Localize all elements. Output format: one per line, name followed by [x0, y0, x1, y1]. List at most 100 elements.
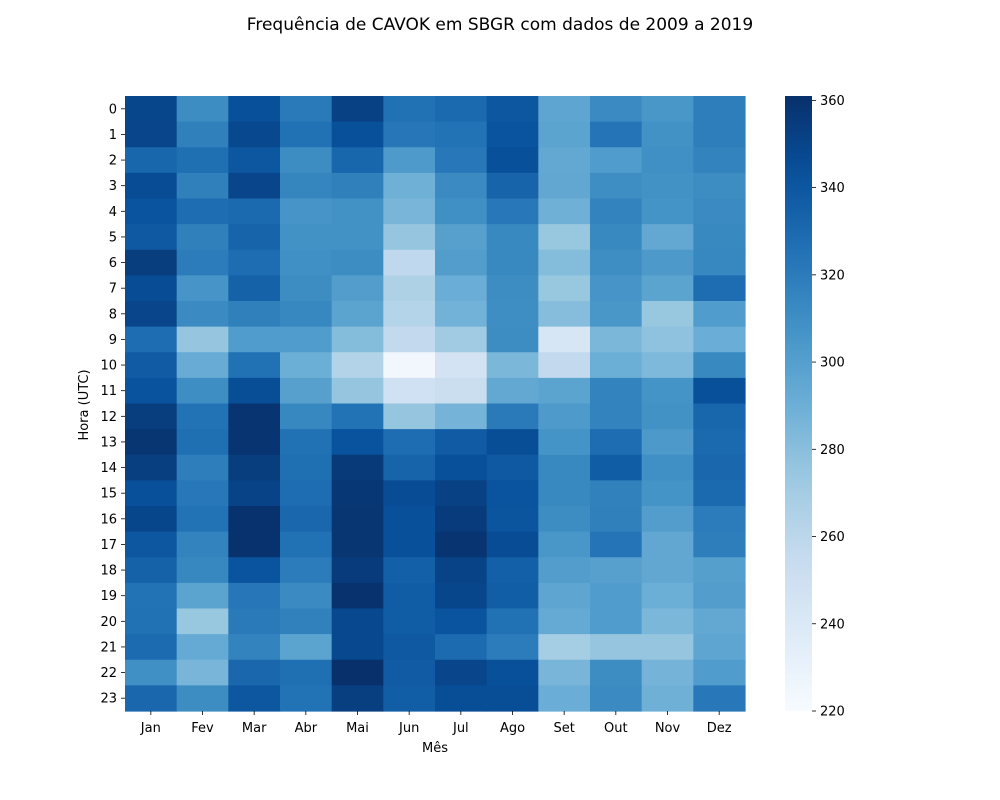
- heatmap-cell: [176, 352, 229, 379]
- heatmap-cell: [641, 275, 694, 302]
- heatmap-cell: [435, 121, 488, 148]
- heatmap-cell: [228, 506, 281, 533]
- heatmap-cell: [228, 224, 281, 251]
- heatmap-cell: [280, 403, 333, 430]
- heatmap-cell: [435, 582, 488, 610]
- heatmap-cell: [590, 224, 643, 251]
- heatmap-cell: [228, 454, 281, 481]
- heatmap-cell: [331, 659, 384, 686]
- heatmap-cell: [280, 608, 333, 635]
- heatmap-cell: [176, 249, 229, 276]
- heatmap-cell: [590, 301, 643, 328]
- x-tick-label: Nov: [655, 721, 681, 736]
- colorbar-tick-label: 320: [820, 268, 845, 283]
- heatmap-cell: [280, 582, 333, 610]
- heatmap-cell: [228, 249, 281, 276]
- heatmap-cell: [176, 531, 229, 558]
- heatmap-cell: [280, 659, 333, 686]
- heatmap-cell: [331, 121, 384, 148]
- heatmap-cell: [331, 557, 384, 584]
- heatmap-cell: [538, 198, 591, 225]
- heatmap-cell: [228, 582, 281, 610]
- colorbar-tick-label: 220: [820, 705, 845, 720]
- heatmap-cell: [435, 454, 488, 481]
- heatmap-cell: [641, 685, 694, 712]
- heatmap-cell: [125, 634, 178, 661]
- heatmap-cell: [125, 224, 178, 251]
- heatmap-cell: [641, 506, 694, 533]
- y-tick-label: 14: [100, 461, 117, 476]
- heatmap-cell: [383, 685, 436, 712]
- heatmap-cell: [641, 608, 694, 635]
- heatmap-cell: [538, 454, 591, 481]
- y-tick-label: 4: [109, 205, 117, 220]
- heatmap-cell: [590, 198, 643, 225]
- heatmap-cell: [693, 377, 746, 405]
- heatmap-cell: [280, 480, 333, 507]
- colorbar-tick-labels: 220 240 260 280 300 320 340 360: [812, 94, 845, 720]
- heatmap-cell: [383, 326, 436, 353]
- heatmap-cell: [383, 634, 436, 661]
- heatmap-cell: [693, 224, 746, 251]
- heatmap-cell: [228, 326, 281, 353]
- heatmap-cell: [176, 275, 229, 302]
- heatmap-cell: [641, 147, 694, 174]
- y-tick-label: 2: [109, 154, 117, 169]
- heatmap-cell: [538, 659, 591, 686]
- heatmap-cell: [435, 352, 488, 379]
- heatmap-cell: [538, 377, 591, 405]
- heatmap-cell: [176, 480, 229, 507]
- heatmap-cell: [228, 377, 281, 405]
- x-tick-label: Mai: [346, 721, 369, 736]
- heatmap-cell: [176, 608, 229, 635]
- heatmap-cell: [435, 147, 488, 174]
- y-tick-label: 13: [100, 435, 117, 450]
- y-tick-label: 7: [109, 282, 117, 297]
- heatmap-cell: [228, 608, 281, 635]
- heatmap-cell: [590, 249, 643, 276]
- heatmap-cell: [538, 121, 591, 148]
- heatmap-cell: [538, 608, 591, 635]
- heatmap-cell: [176, 224, 229, 251]
- heatmap-cell: [693, 403, 746, 430]
- heatmap-cell: [331, 377, 384, 405]
- chart-title: Frequência de CAVOK em SBGR com dados de…: [247, 15, 753, 35]
- heatmap-cell: [280, 249, 333, 276]
- heatmap-cell: [125, 608, 178, 635]
- heatmap-cell: [538, 172, 591, 200]
- x-tick-labels: Jan Fev Mar Abr Mai Jun Jul Ago Set Out Nov Dez: [140, 711, 732, 736]
- heatmap-cell: [538, 249, 591, 276]
- heatmap-cell: [228, 301, 281, 328]
- heatmap-cell: [280, 531, 333, 558]
- heatmap-cell: [176, 121, 229, 148]
- y-tick-label: 15: [100, 487, 117, 502]
- heatmap-cell: [435, 685, 488, 712]
- colorbar-tick-label: 260: [820, 530, 845, 545]
- y-tick-label: 11: [100, 384, 117, 399]
- y-tick-label: 22: [100, 666, 117, 681]
- heatmap-cell: [383, 121, 436, 148]
- heatmap-cell: [331, 685, 384, 712]
- heatmap-cell: [125, 506, 178, 533]
- heatmap-cell: [693, 96, 746, 123]
- colorbar: [785, 96, 812, 711]
- heatmap-cell: [176, 506, 229, 533]
- heatmap-cell: [280, 301, 333, 328]
- heatmap-cell: [486, 557, 539, 584]
- heatmap-cell: [693, 531, 746, 558]
- heatmap-cell: [383, 147, 436, 174]
- heatmap-cell: [228, 557, 281, 584]
- heatmap-cell: [641, 429, 694, 456]
- y-tick-label: 17: [100, 538, 117, 553]
- x-tick-label: Jan: [140, 721, 161, 736]
- heatmap-cell: [486, 454, 539, 481]
- heatmap-cell: [693, 198, 746, 225]
- y-tick-label: 8: [109, 307, 117, 322]
- heatmap-cell: [383, 506, 436, 533]
- heatmap-cell: [280, 634, 333, 661]
- heatmap-cell: [693, 429, 746, 456]
- y-tick-label: 1: [109, 128, 117, 143]
- heatmap-cell: [228, 121, 281, 148]
- heatmap-cell: [590, 634, 643, 661]
